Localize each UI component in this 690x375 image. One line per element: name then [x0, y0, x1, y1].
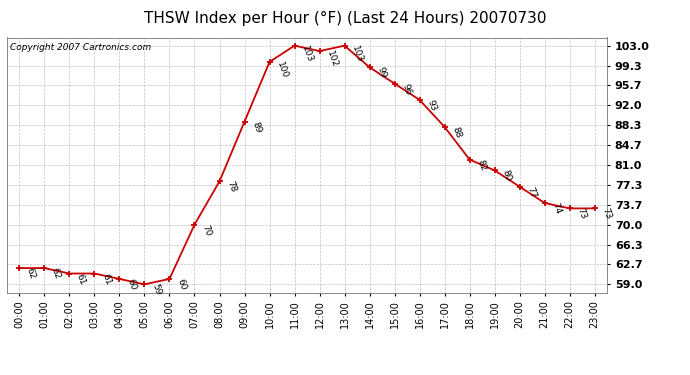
- Text: 73: 73: [575, 207, 588, 221]
- Text: 93: 93: [425, 99, 437, 112]
- Text: 60: 60: [175, 278, 188, 291]
- Text: 82: 82: [475, 158, 488, 172]
- Text: 73: 73: [600, 207, 613, 221]
- Text: 99: 99: [375, 66, 388, 80]
- Text: 88: 88: [450, 126, 462, 140]
- Text: Copyright 2007 Cartronics.com: Copyright 2007 Cartronics.com: [10, 43, 151, 52]
- Text: 78: 78: [225, 180, 237, 194]
- Text: 59: 59: [150, 283, 162, 297]
- Text: 70: 70: [200, 223, 213, 237]
- Text: 61: 61: [100, 272, 112, 286]
- Text: 62: 62: [25, 267, 37, 280]
- Text: 103: 103: [300, 44, 315, 63]
- Text: 74: 74: [550, 202, 562, 215]
- Text: 100: 100: [275, 60, 289, 80]
- Text: 103: 103: [350, 44, 364, 63]
- Text: 102: 102: [325, 50, 339, 69]
- Text: 61: 61: [75, 272, 88, 286]
- Text: 80: 80: [500, 169, 513, 183]
- Text: 62: 62: [50, 267, 62, 280]
- Text: 60: 60: [125, 278, 137, 291]
- Text: 77: 77: [525, 185, 538, 199]
- Text: 96: 96: [400, 82, 413, 96]
- Text: 89: 89: [250, 120, 262, 134]
- Text: THSW Index per Hour (°F) (Last 24 Hours) 20070730: THSW Index per Hour (°F) (Last 24 Hours)…: [144, 11, 546, 26]
